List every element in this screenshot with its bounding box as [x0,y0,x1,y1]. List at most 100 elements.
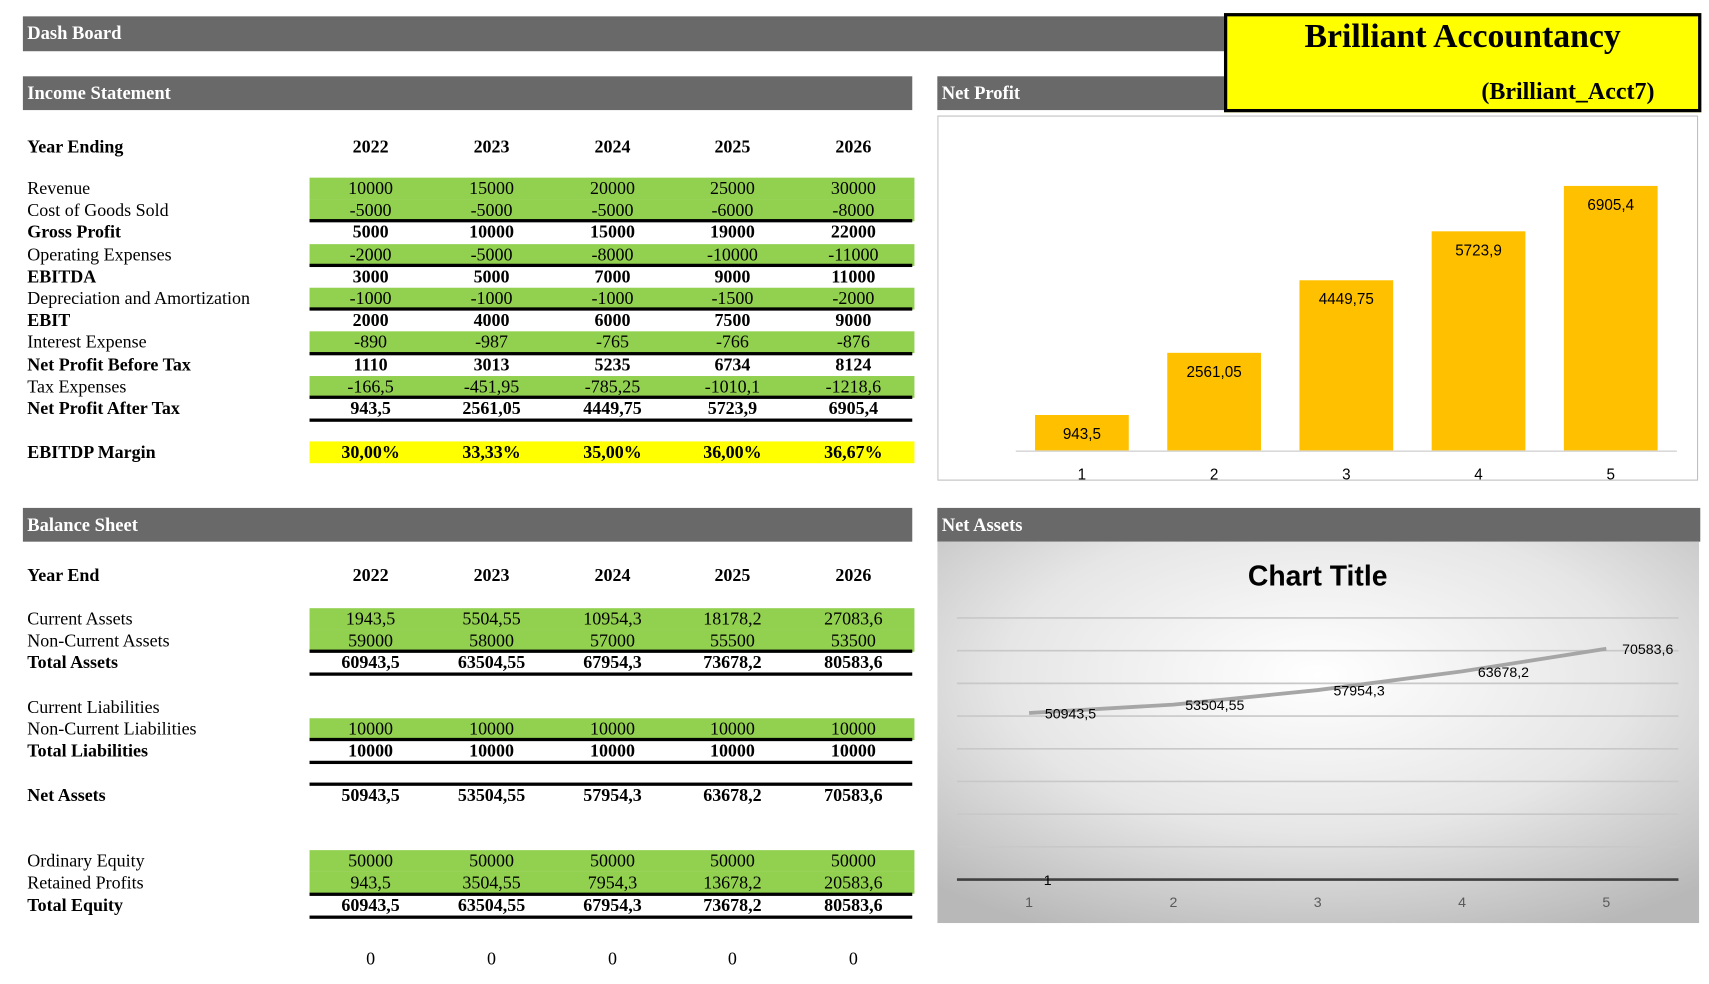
cell-fill [309,287,915,310]
cell-value: 15000 [590,221,636,243]
cell-value: -8000 [591,243,634,265]
cell-value: -8000 [832,199,875,221]
rule [309,351,913,355]
company-box: Brilliant Accountancy (Brilliant_Acct7) [1223,13,1702,113]
cell-value: 80583,6 [824,652,883,673]
cell-value: 6734 [714,353,751,375]
cell-value: -166,5 [347,375,394,397]
row-label: Depreciation and Amortization [27,287,250,309]
row-label: Non-Current Assets [27,630,170,651]
cell-value: 10000 [709,740,755,761]
cell-value: 10000 [348,718,394,739]
row-label: EBITDA [27,265,97,287]
cell-value: 7954,3 [587,872,638,894]
rule [309,892,913,896]
row-label: Total Equity [27,894,124,916]
cell-fill [309,630,915,652]
rule [309,672,913,677]
cell-value: 10954,3 [583,608,642,629]
cell-fill [309,375,915,398]
cell-value: 50000 [348,850,394,872]
cell-value: 10000 [590,718,636,739]
cell-value: 20583,6 [824,872,883,894]
cell-value: -785,25 [584,375,641,397]
cell-value: 5723,9 [707,397,758,419]
cell-value: -876 [836,331,870,353]
year: 2023 [473,136,510,157]
footer-value: 0 [608,948,618,969]
rule [309,263,913,267]
rule [309,915,913,919]
net-assets-header: Net Assets [937,507,1701,542]
cell-fill [309,441,915,464]
cell-value: 70583,6 [824,784,883,806]
net-profit-header: Net Profit [937,76,1224,111]
x-tick-label: 3 [1314,895,1322,911]
cell-value: -1010,1 [704,375,761,397]
cell-value: 22000 [830,221,876,243]
chart-background [937,541,1700,924]
cell-value: 50000 [590,850,636,872]
row-label: Net Profit After Tax [27,397,180,419]
cell-value: 30000 [830,177,876,199]
data-label: 4449,75 [1319,291,1374,308]
cell-value: -1000 [591,287,634,309]
x-tick-label: 5 [1606,467,1614,482]
cell-value: 4000 [473,309,510,331]
cell-value: 4449,75 [583,397,642,419]
cell-value: 63504,55 [457,652,526,673]
cell-value: 1110 [353,353,388,375]
year: 2025 [714,136,751,157]
cell-value: 80583,6 [824,894,883,916]
cell-value: 55500 [709,630,755,651]
cell-value: 10000 [590,740,636,761]
cell-value: 10000 [469,718,515,739]
cell-value: -1000 [349,287,392,309]
cell-value: 10000 [830,740,876,761]
cell-value: -890 [354,331,388,353]
cell-value: 53504,55 [457,784,526,806]
bar [1167,352,1261,452]
cell-fill [309,331,915,354]
row-label: EBITDP Margin [27,441,156,463]
cell-value: 943,5 [350,872,391,894]
year: 2024 [594,136,631,157]
x-tick-label: 1 [1025,895,1033,911]
cell-value: 13678,2 [703,872,762,894]
rule [309,418,913,422]
cell-value: 73678,2 [703,652,762,673]
x-tick-label: 4 [1458,895,1466,911]
cell-value: 9000 [714,265,751,287]
rule [309,650,913,654]
cell-value: 943,5 [350,397,391,419]
cell-fill [309,608,915,630]
cell-value: -2000 [832,287,875,309]
cell-value: 67954,3 [583,652,642,673]
cell-value: -451,95 [463,375,520,397]
footer-value: 0 [366,948,376,969]
data-label: 70583,6 [1622,642,1673,658]
cell-value: 63678,2 [703,784,762,806]
cell-value: 73678,2 [703,894,762,916]
cell-value: 9000 [835,309,872,331]
row-label: Operating Expenses [27,243,172,265]
cell-value: 10000 [348,740,394,761]
year: 2026 [835,564,872,586]
rule [309,738,913,742]
cell-value: 8124 [835,353,872,375]
net-profit-chart: 943,5 1 2561,05 2 4449,75 3 5723,9 4 6905,4 5 [937,115,1699,482]
chart-title: Chart Title [1248,560,1388,592]
account-id: (Brilliant_Acct7) [1481,77,1655,105]
cell-value: 5000 [473,265,510,287]
row-label: Ordinary Equity [27,850,145,872]
data-label: 53504,55 [1185,698,1244,714]
row-label: Gross Profit [27,221,121,243]
cell-fill [309,850,915,873]
cell-value: 3000 [352,265,389,287]
cell-value: 11000 [831,265,876,287]
cell-fill [309,718,915,741]
cell-value: 10000 [709,718,755,739]
header-label: Year End [27,564,100,586]
